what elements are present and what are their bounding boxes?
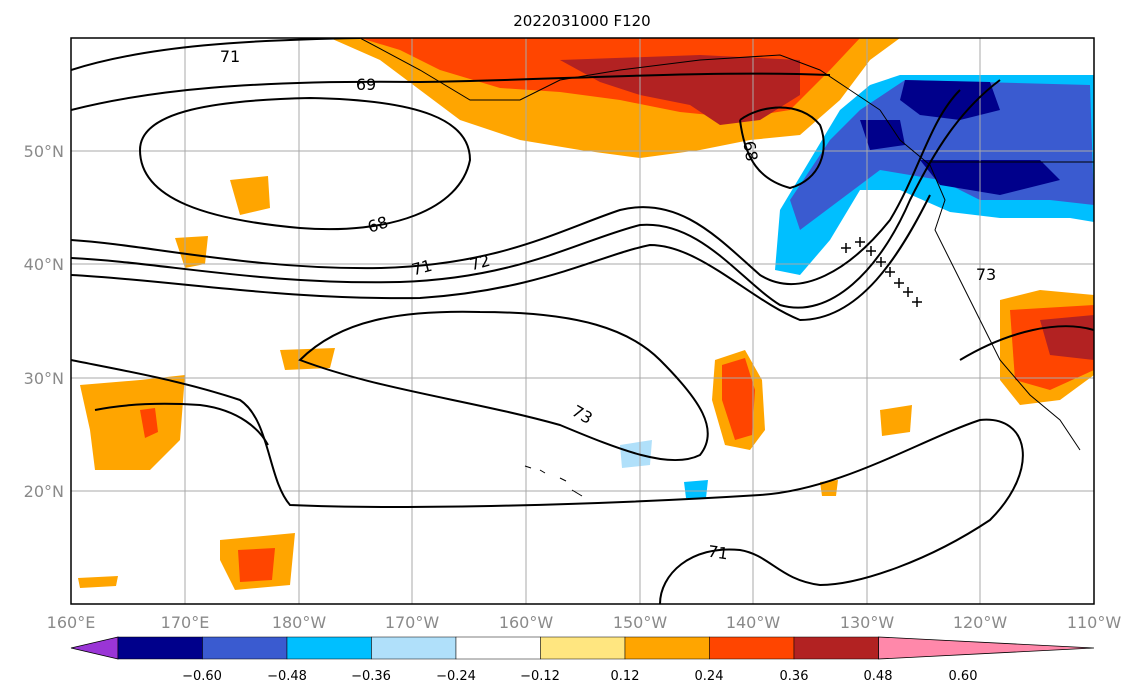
contour-73-north	[71, 194, 931, 322]
positive-anomaly-small-1	[230, 176, 270, 215]
contour-south-west	[94, 402, 269, 446]
strong-positive-anomaly-west-pacific-1	[140, 408, 158, 438]
plus-marker	[885, 267, 895, 277]
colorbar-tick-label: −0.60	[182, 669, 222, 684]
colorbar-tick-label: 0.60	[949, 669, 978, 684]
colorbar-tick-label: −0.48	[267, 669, 307, 684]
hawaii-islands	[524, 465, 583, 497]
colorbar-swatch	[371, 636, 457, 660]
colorbar-swatch	[624, 636, 710, 660]
contour-label-68-trough: 68	[739, 139, 761, 162]
contour-71-mid	[71, 89, 961, 285]
max-positive-anomaly-north-pacific	[560, 55, 800, 125]
longitude-tick-labels: 160°E 170°E 180°W 170°W 160°W 150°W 140°…	[47, 613, 1122, 632]
positive-anomaly-small-4	[880, 405, 912, 436]
lon-tick-label: 130°W	[840, 613, 895, 632]
positive-anomaly-small-3	[280, 348, 335, 370]
colorbar-tick-label: −0.36	[351, 669, 391, 684]
coastlines	[359, 38, 1094, 497]
colorbar-tick-label: −0.12	[520, 669, 560, 684]
max-negative-anomaly-west-coast	[860, 80, 1060, 195]
lat-tick-label: 40°N	[24, 255, 64, 274]
colorbar-swatch	[540, 636, 626, 660]
colorbar-swatch	[286, 636, 372, 660]
contour-68-low	[138, 96, 472, 231]
contour-69	[71, 72, 831, 111]
plus-marker	[855, 237, 865, 247]
contour-68-trough	[739, 106, 825, 190]
plus-marker	[866, 246, 876, 256]
colorbar-tick-label: −0.24	[436, 669, 476, 684]
contour-71-north	[71, 38, 361, 71]
map-frame	[70, 37, 1095, 605]
lat-tick-label: 50°N	[24, 142, 64, 161]
contour-72	[71, 79, 1001, 309]
lon-tick-label: 170°W	[385, 613, 440, 632]
lon-tick-label: 160°W	[499, 613, 554, 632]
colorbar-tick-label: 0.36	[780, 669, 809, 684]
colorbar-tick-labels: −0.60 −0.48 −0.36 −0.24 −0.12 0.12 0.24 …	[182, 669, 977, 684]
lon-tick-label: 160°E	[47, 613, 96, 632]
colorbar-tick-label: 0.24	[695, 669, 724, 684]
contour-ridge-east	[959, 325, 1094, 361]
contour-73-loop	[298, 310, 709, 462]
strong-positive-anomaly-west-pacific-2	[238, 548, 275, 582]
contour-label-72: 72	[468, 251, 493, 275]
colorbar: −0.60 −0.48 −0.36 −0.24 −0.12 0.12 0.24 …	[70, 636, 1095, 684]
lon-tick-label: 180°W	[272, 613, 327, 632]
plus-marker	[912, 297, 922, 307]
height-contours	[71, 38, 1094, 604]
colorbar-swatch	[202, 636, 288, 660]
west-coast	[879, 109, 1081, 451]
lat-tick-label: 20°N	[24, 482, 64, 501]
positive-anomaly-small-6	[78, 576, 118, 588]
lon-tick-label: 120°W	[953, 613, 1008, 632]
negative-anomaly-small-2	[684, 480, 708, 498]
lon-tick-label: 170°E	[161, 613, 210, 632]
plus-marker	[841, 243, 851, 253]
colorbar-swatch	[709, 636, 795, 660]
contour-label-71-north: 71	[220, 47, 240, 66]
colorbar-swatches	[70, 636, 1095, 660]
lon-tick-label: 110°W	[1067, 613, 1122, 632]
lat-tick-label: 30°N	[24, 369, 64, 388]
positive-anomaly-small-2	[175, 236, 208, 268]
colorbar-tick-label: 0.48	[864, 669, 893, 684]
colorbar-extension-max	[878, 636, 1095, 660]
plus-marker	[894, 278, 904, 288]
contour-label-71-south: 71	[707, 542, 730, 564]
colorbar-swatch	[455, 636, 541, 660]
positive-anomaly-small-5	[820, 480, 838, 496]
figure-title: 2022031000 F120	[513, 12, 650, 30]
latitude-tick-labels: 50°N 40°N 30°N 20°N	[24, 142, 64, 501]
lon-tick-label: 140°W	[726, 613, 781, 632]
colorbar-tick-label: 0.12	[611, 669, 640, 684]
plus-marker	[903, 287, 913, 297]
alaska-coast	[359, 38, 881, 111]
colorbar-swatch	[117, 636, 203, 660]
positive-anomaly-west-pacific-1	[80, 375, 185, 470]
lon-tick-label: 150°W	[613, 613, 668, 632]
colorbar-extension-min	[70, 636, 119, 660]
contour-label-73-east: 73	[976, 265, 996, 284]
contour-label-71-mid: 71	[410, 256, 435, 280]
colorbar-swatch	[793, 636, 879, 660]
plus-marker	[876, 257, 886, 267]
contour-label-69: 69	[356, 75, 376, 94]
plus-markers	[841, 237, 922, 307]
map-content: 71 69 68 68 71 72 73 73 71	[71, 38, 1094, 604]
strong-negative-anomaly-west-coast	[790, 80, 1094, 230]
